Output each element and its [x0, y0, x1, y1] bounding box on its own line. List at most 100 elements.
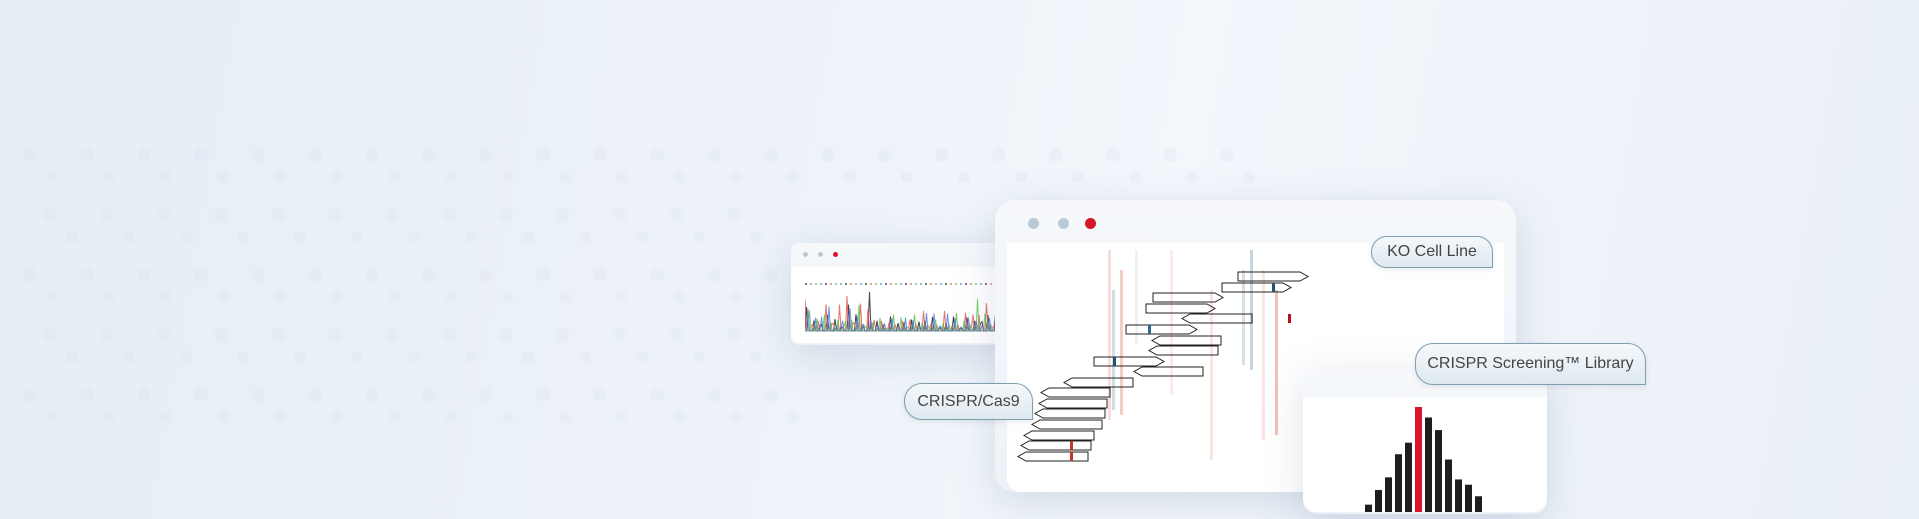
molecule-node [160, 291, 172, 303]
molecule-node [536, 388, 550, 402]
base-call-mark [905, 283, 907, 285]
sequence-read-arrow [1180, 313, 1253, 324]
molecule-node [502, 291, 514, 303]
molecule-node [214, 208, 228, 222]
molecule-node [237, 231, 249, 243]
base-call-mark [990, 283, 992, 285]
crispr-cas9-label: CRISPR/Cas9 [904, 383, 1033, 420]
variant-mark [1113, 357, 1116, 366]
molecule-node [137, 388, 151, 402]
molecule-node [821, 148, 835, 162]
sequence-read-arrow [1030, 419, 1103, 430]
variant-mark [1070, 452, 1073, 461]
molecule-node [351, 351, 363, 363]
molecule-node [730, 411, 742, 423]
molecule-node [764, 268, 778, 282]
molecule-node [442, 328, 456, 342]
base-call-mark [900, 283, 902, 285]
molecule-node [157, 328, 171, 342]
base-call-mark [860, 283, 862, 285]
molecule-node [80, 388, 94, 402]
variant-stripe [1242, 270, 1245, 365]
molecule-node [673, 291, 685, 303]
molecule-node [251, 148, 265, 162]
molecule-node [422, 268, 436, 282]
molecule-node [727, 208, 741, 222]
molecule-node [901, 171, 913, 183]
sequence-read-arrow [1237, 271, 1310, 282]
molecule-node [294, 231, 306, 243]
molecule-node [331, 291, 343, 303]
histogram-bar [1445, 459, 1452, 512]
variant-stripe [1210, 290, 1213, 460]
base-call-mark [840, 283, 842, 285]
molecule-node [616, 411, 628, 423]
histogram-bar [1395, 454, 1402, 512]
variant-stripe [1120, 270, 1123, 415]
molecule-node [707, 148, 721, 162]
molecule-node [217, 171, 229, 183]
molecule-node [1129, 171, 1141, 183]
molecule-node [294, 351, 306, 363]
molecule-node [593, 388, 607, 402]
molecule-node [670, 328, 684, 342]
molecule-node [274, 291, 286, 303]
molecule-node [764, 388, 778, 402]
molecule-node [727, 328, 741, 342]
molecule-node [103, 171, 115, 183]
sequencing-trace-window [791, 243, 1031, 345]
molecule-node [365, 148, 379, 162]
molecule-node [1220, 148, 1234, 162]
base-call-mark [895, 283, 897, 285]
molecule-node [750, 231, 762, 243]
molecule-node [613, 328, 627, 342]
ko-cell-line-label: KO Cell Line [1371, 236, 1493, 268]
molecule-node [693, 231, 705, 243]
molecule-node [613, 208, 627, 222]
molecule-node [194, 268, 208, 282]
sequence-read-arrow [1062, 377, 1134, 388]
molecule-node [237, 351, 249, 363]
molecule-node [499, 328, 513, 342]
molecule-node [1243, 171, 1255, 183]
molecule-node [522, 351, 534, 363]
molecule-node [787, 171, 799, 183]
molecule-node [479, 388, 493, 402]
molecule-node [593, 148, 607, 162]
base-call-mark [950, 283, 952, 285]
molecule-node [308, 388, 322, 402]
molecule-node [160, 411, 172, 423]
molecule-node [650, 148, 664, 162]
window-dot-icon [803, 252, 808, 257]
molecule-node [958, 171, 970, 183]
molecule-node [499, 208, 513, 222]
base-call-mark [870, 283, 872, 285]
molecule-node [43, 208, 57, 222]
histogram-bar [1455, 479, 1462, 512]
molecule-node [194, 148, 208, 162]
molecule-node [1163, 148, 1177, 162]
molecule-node [388, 291, 400, 303]
base-call-mark [810, 283, 812, 285]
molecule-node [479, 268, 493, 282]
molecule-node [465, 351, 477, 363]
molecule-node [180, 231, 192, 243]
base-call-mark [815, 283, 817, 285]
molecule-node [160, 171, 172, 183]
molecule-node [66, 231, 78, 243]
window-dot-icon [818, 252, 823, 257]
base-call-mark [925, 283, 927, 285]
base-call-mark [955, 283, 957, 285]
molecule-node [636, 231, 648, 243]
molecule-node [616, 291, 628, 303]
molecule-node [274, 171, 286, 183]
histogram-bar [1385, 477, 1392, 512]
base-call-mark [970, 283, 972, 285]
molecule-node [214, 328, 228, 342]
molecule-node [271, 328, 285, 342]
base-call-mark [830, 283, 832, 285]
molecule-node [479, 148, 493, 162]
molecule-node [445, 171, 457, 183]
molecule-node [46, 411, 58, 423]
base-call-mark [935, 283, 937, 285]
